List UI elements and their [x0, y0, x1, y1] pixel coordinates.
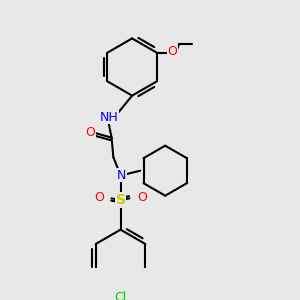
Text: O: O: [137, 191, 147, 204]
Text: Cl: Cl: [114, 291, 127, 300]
Text: O: O: [167, 45, 177, 58]
Text: O: O: [94, 191, 104, 204]
Text: O: O: [85, 126, 95, 139]
Text: NH: NH: [100, 111, 118, 124]
Text: N: N: [117, 169, 126, 182]
Text: S: S: [116, 193, 125, 207]
